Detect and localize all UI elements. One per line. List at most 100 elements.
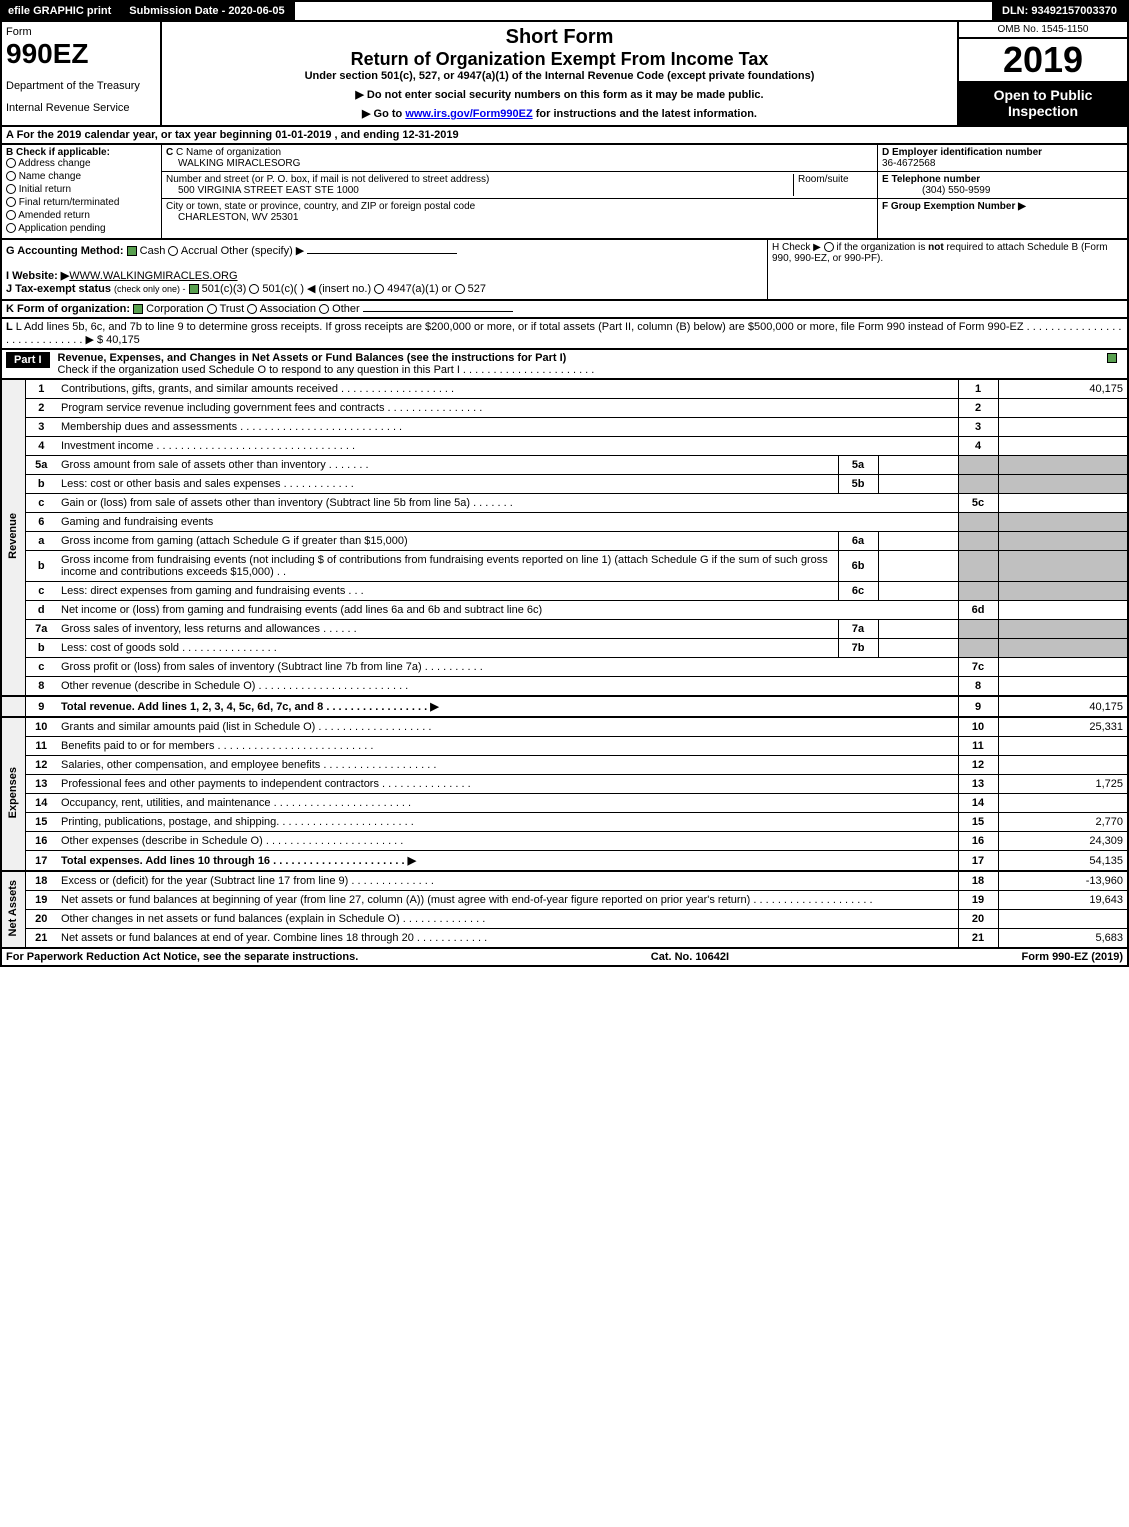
b-label-text: B Check if applicable: [6, 147, 110, 158]
val-4 [998, 437, 1128, 456]
val-2 [998, 399, 1128, 418]
k-trust: Trust [220, 303, 245, 315]
chk-amended-label: Amended return [18, 210, 90, 221]
desc-8: Other revenue (describe in Schedule O) .… [57, 677, 958, 697]
ln-6a: a [25, 532, 57, 551]
chk-accrual[interactable] [168, 246, 178, 256]
val-5a-shaded [998, 456, 1128, 475]
col-7b-shaded [958, 639, 998, 658]
footer-left: For Paperwork Reduction Act Notice, see … [6, 951, 358, 963]
ln-14: 14 [25, 794, 57, 813]
col-2: 2 [958, 399, 998, 418]
desc-5b: Less: cost or other basis and sales expe… [57, 475, 838, 494]
j-opt1: 501(c)(3) [202, 283, 247, 295]
chk-trust[interactable] [207, 304, 217, 314]
ln-21: 21 [25, 929, 57, 949]
row-16: 16 Other expenses (describe in Schedule … [1, 832, 1128, 851]
row-1: Revenue 1 Contributions, gifts, grants, … [1, 380, 1128, 399]
ln-8: 8 [25, 677, 57, 697]
website-link[interactable]: WWW.WALKINGMIRACLES.ORG [69, 270, 237, 282]
ln-6b: b [25, 551, 57, 582]
net-assets-side-label: Net Assets [1, 871, 25, 948]
desc-1: Contributions, gifts, grants, and simila… [57, 380, 958, 399]
org-name-row: C C Name of organization WALKING MIRACLE… [162, 145, 877, 172]
row-6c: c Less: direct expenses from gaming and … [1, 582, 1128, 601]
chk-sched-o[interactable] [1107, 353, 1117, 363]
row-9: 9 Total revenue. Add lines 1, 2, 3, 4, 5… [1, 696, 1128, 717]
col-d: D Employer identification number 36-4672… [877, 145, 1127, 238]
val-16: 24,309 [998, 832, 1128, 851]
desc-7b: Less: cost of goods sold . . . . . . . .… [57, 639, 838, 658]
street-label: Number and street (or P. O. box, if mail… [166, 174, 793, 185]
row-5b: b Less: cost or other basis and sales ex… [1, 475, 1128, 494]
desc-6: Gaming and fundraising events [57, 513, 958, 532]
chk-name-change[interactable]: Name change [6, 171, 157, 182]
street-value: 500 VIRGINIA STREET EAST STE 1000 [166, 185, 793, 196]
part1-title: Revenue, Expenses, and Changes in Net As… [58, 352, 567, 364]
return-title: Return of Organization Exempt From Incom… [166, 49, 953, 70]
col-20: 20 [958, 910, 998, 929]
chk-501c[interactable] [249, 284, 259, 294]
form-number: 990EZ [6, 38, 156, 70]
k-other-input[interactable] [363, 311, 513, 312]
chk-corp[interactable] [133, 304, 143, 314]
irs-link[interactable]: www.irs.gov/Form990EZ [405, 108, 532, 120]
city-value: CHARLESTON, WV 25301 [166, 212, 873, 223]
val-21: 5,683 [998, 929, 1128, 949]
ln-15: 15 [25, 813, 57, 832]
chk-final[interactable]: Final return/terminated [6, 197, 157, 208]
val-7a-shaded [998, 620, 1128, 639]
k-label: K Form of organization: [6, 303, 130, 315]
ln-13: 13 [25, 775, 57, 794]
k-corp: Corporation [146, 303, 203, 315]
g-label: G Accounting Method: [6, 245, 124, 257]
chk-addr-change[interactable]: Address change [6, 158, 157, 169]
chk-amended[interactable]: Amended return [6, 210, 157, 221]
chk-pending[interactable]: Application pending [6, 223, 157, 234]
chk-other-org[interactable] [319, 304, 329, 314]
footer-right: Form 990-EZ (2019) [1022, 951, 1124, 963]
row-7a: 7a Gross sales of inventory, less return… [1, 620, 1128, 639]
revenue-side-label: Revenue [1, 380, 25, 696]
ein-row: D Employer identification number 36-4672… [878, 145, 1127, 172]
chk-name-label: Name change [19, 171, 81, 182]
chk-4947[interactable] [374, 284, 384, 294]
col-b-label: B Check if applicable: [6, 147, 157, 158]
col-6d: 6d [958, 601, 998, 620]
subval-5a [878, 456, 958, 475]
part1-subtitle: Check if the organization used Schedule … [58, 364, 460, 376]
line-g: G Accounting Method: Cash Accrual Other … [2, 240, 767, 299]
h-rest: if the organization is not required to a… [772, 242, 1108, 264]
chk-527[interactable] [455, 284, 465, 294]
col-8: 8 [958, 677, 998, 697]
val-7c [998, 658, 1128, 677]
chk-h[interactable] [824, 242, 834, 252]
desc-6a: Gross income from gaming (attach Schedul… [57, 532, 838, 551]
desc-16: Other expenses (describe in Schedule O) … [57, 832, 958, 851]
open-inspection: Open to Public Inspection [959, 81, 1127, 125]
chk-initial[interactable]: Initial return [6, 184, 157, 195]
row-7c: c Gross profit or (loss) from sales of i… [1, 658, 1128, 677]
desc-5c: Gain or (loss) from sale of assets other… [57, 494, 958, 513]
subln-6b: 6b [838, 551, 878, 582]
col-7a-shaded [958, 620, 998, 639]
part1-header: Part I Revenue, Expenses, and Changes in… [0, 350, 1129, 380]
header-right: OMB No. 1545-1150 2019 Open to Public In… [957, 22, 1127, 125]
subln-6a: 6a [838, 532, 878, 551]
desc-15: Printing, publications, postage, and shi… [57, 813, 958, 832]
part1-dots: . . . . . . . . . . . . . . . . . . . . … [460, 364, 594, 376]
g-other-input[interactable] [307, 253, 457, 254]
org-name: WALKING MIRACLESORG [166, 158, 873, 169]
val-7b-shaded [998, 639, 1128, 658]
subval-5b [878, 475, 958, 494]
row-18: Net Assets 18 Excess or (deficit) for th… [1, 871, 1128, 891]
tel-label: E Telephone number [882, 174, 980, 185]
chk-cash[interactable] [127, 246, 137, 256]
g-other: Other (specify) ▶ [221, 245, 305, 257]
short-form-title: Short Form [166, 26, 953, 49]
chk-501c3[interactable] [189, 284, 199, 294]
chk-initial-label: Initial return [19, 184, 71, 195]
chk-assoc[interactable] [247, 304, 257, 314]
notice-goto-pre: ▶ Go to [362, 108, 405, 120]
efile-btn[interactable]: efile GRAPHIC print [2, 2, 119, 20]
